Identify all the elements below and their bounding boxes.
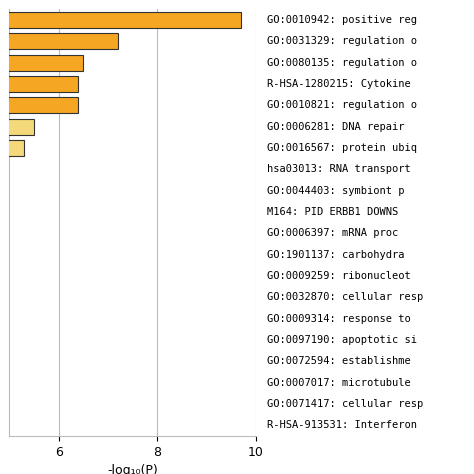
Bar [0,12,241,28]
Text: hsa03013: RNA transport: hsa03013: RNA transport [267,164,411,174]
Text: GO:0010821: regulation o: GO:0010821: regulation o [267,100,417,110]
Bar [0,140,24,156]
Bar [0,55,83,71]
Text: GO:1901137: carbohydra: GO:1901137: carbohydra [267,250,405,260]
Text: GO:0009259: ribonucleot: GO:0009259: ribonucleot [267,271,411,281]
X-axis label: -log₁₀(P): -log₁₀(P) [107,465,158,474]
Text: GO:0072594: establishme: GO:0072594: establishme [267,356,411,366]
Text: GO:0097190: apoptotic si: GO:0097190: apoptotic si [267,335,417,345]
Bar [0,98,79,113]
Bar [0,119,34,135]
Bar [0,34,118,49]
Text: GO:0010942: positive reg: GO:0010942: positive reg [267,15,417,25]
Text: GO:0032870: cellular resp: GO:0032870: cellular resp [267,292,423,302]
Text: GO:0006397: mRNA proc: GO:0006397: mRNA proc [267,228,399,238]
Text: M164: PID ERBB1 DOWNS: M164: PID ERBB1 DOWNS [267,207,399,217]
Text: GO:0044403: symbiont p: GO:0044403: symbiont p [267,186,405,196]
Text: R-HSA-1280215: Cytokine: R-HSA-1280215: Cytokine [267,79,411,89]
Text: GO:0016567: protein ubiq: GO:0016567: protein ubiq [267,143,417,153]
Text: R-HSA-913531: Interferon: R-HSA-913531: Interferon [267,420,417,430]
Bar [0,76,79,92]
Text: GO:0071417: cellular resp: GO:0071417: cellular resp [267,399,423,409]
Text: GO:0031329: regulation o: GO:0031329: regulation o [267,36,417,46]
Text: GO:0009314: response to: GO:0009314: response to [267,314,411,324]
Text: GO:0006281: DNA repair: GO:0006281: DNA repair [267,122,405,132]
Text: GO:0080135: regulation o: GO:0080135: regulation o [267,58,417,68]
Text: GO:0007017: microtubule: GO:0007017: microtubule [267,378,411,388]
